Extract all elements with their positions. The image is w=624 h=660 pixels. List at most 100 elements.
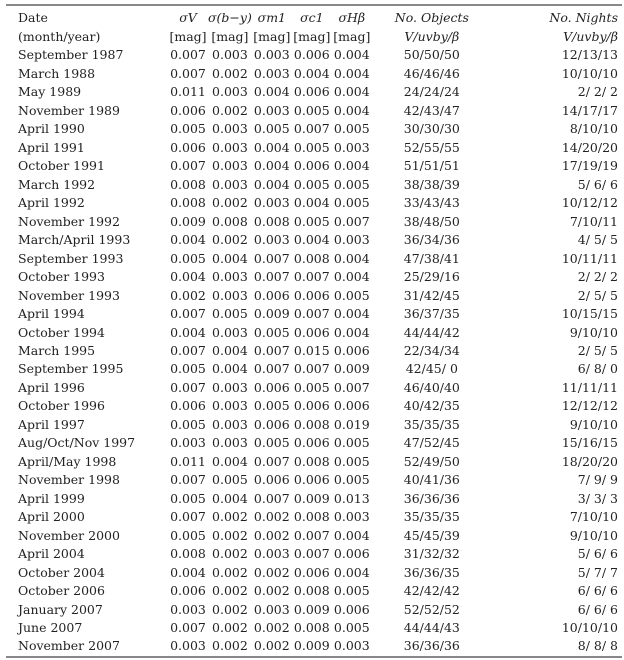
cell-sigma-c1: 0.007 <box>293 361 330 377</box>
bottom-rule <box>6 656 622 658</box>
cell-sigma-c1: 0.004 <box>293 232 330 248</box>
cell-sigma-hbeta: 0.003 <box>333 232 370 248</box>
cell-sigma-hbeta: 0.006 <box>333 601 370 617</box>
cell-sigma-m1: 0.002 <box>253 527 290 543</box>
cell-sigma-c1: 0.007 <box>293 269 330 285</box>
cell-date: April/May 1998 <box>18 453 117 469</box>
cell-sigma-v: 0.006 <box>170 102 206 118</box>
cell-sigma-m1: [mag] <box>253 29 291 44</box>
cell-date: October 1994 <box>18 324 105 340</box>
cell-sigma-m1: 0.003 <box>253 102 290 118</box>
cell-sigma-b-y: σ(b−y) <box>208 10 252 25</box>
table-row: October 1994 0.004 0.003 0.005 0.006 0.004 44/… <box>6 324 622 342</box>
cell-sigma-m1: 0.007 <box>253 269 290 285</box>
cell-no-nights: 6/ 6/ 6 <box>577 583 618 599</box>
table-row: March 1995 0.007 0.004 0.007 0.015 0.006 22/34… <box>6 342 622 360</box>
cell-no-nights: 5/ 6/ 6 <box>577 176 618 192</box>
cell-sigma-hbeta: 0.004 <box>333 102 370 118</box>
cell-sigma-hbeta: 0.003 <box>333 139 370 155</box>
cell-sigma-b-y: 0.002 <box>212 638 248 654</box>
cell-no-objects: No. Objects <box>394 10 469 25</box>
cell-no-nights: 9/10/10 <box>569 416 618 432</box>
cell-no-objects: 33/43/43 <box>403 195 460 211</box>
cell-sigma-v: 0.006 <box>170 139 206 155</box>
cell-sigma-v: 0.007 <box>170 158 206 174</box>
cell-sigma-c1: 0.004 <box>293 195 330 211</box>
cell-sigma-v: σV <box>179 10 197 25</box>
cell-sigma-c1: [mag] <box>293 29 331 44</box>
cell-no-nights: 3/ 3/ 3 <box>577 490 618 506</box>
cell-no-nights: No. Nights <box>549 10 618 25</box>
table-row: March/April 1993 0.004 0.002 0.003 0.004 0.00… <box>6 231 622 249</box>
cell-sigma-m1: 0.008 <box>253 213 290 229</box>
cell-no-nights: 2/ 2/ 2 <box>577 269 618 285</box>
cell-no-objects: 24/24/24 <box>403 84 460 100</box>
cell-sigma-c1: 0.006 <box>293 435 330 451</box>
table-row: September 1995 0.005 0.004 0.007 0.007 0.009 4… <box>6 360 622 378</box>
cell-sigma-hbeta: 0.019 <box>333 416 370 432</box>
cell-sigma-v: 0.005 <box>170 250 206 266</box>
cell-sigma-v: 0.011 <box>170 84 206 100</box>
cell-no-objects: 47/52/45 <box>403 435 460 451</box>
table-row: April 2004 0.008 0.002 0.003 0.007 0.006 31/32… <box>6 545 622 563</box>
cell-sigma-c1: 0.005 <box>293 176 330 192</box>
cell-no-objects: 40/42/35 <box>403 398 460 414</box>
cell-sigma-v: 0.005 <box>170 416 206 432</box>
cell-sigma-m1: 0.003 <box>253 65 290 81</box>
cell-no-objects: 38/48/50 <box>403 213 460 229</box>
cell-sigma-m1: 0.005 <box>253 121 290 137</box>
cell-no-nights: 2/ 2/ 2 <box>577 84 618 100</box>
cell-sigma-m1: 0.007 <box>253 361 290 377</box>
cell-sigma-m1: 0.004 <box>253 84 290 100</box>
cell-sigma-hbeta: σHβ <box>338 10 366 25</box>
cell-sigma-b-y: 0.005 <box>212 472 248 488</box>
cell-no-objects: 35/35/35 <box>403 509 460 525</box>
cell-sigma-m1: 0.007 <box>253 342 290 358</box>
cell-date: October 2006 <box>18 583 105 599</box>
cell-sigma-b-y: 0.003 <box>212 139 248 155</box>
table-row: Aug/Oct/Nov 1997 0.003 0.003 0.005 0.006 0.00… <box>6 434 622 452</box>
table-row: October 1993 0.004 0.003 0.007 0.007 0.004 25/… <box>6 268 622 286</box>
cell-no-nights: 17/19/19 <box>561 158 618 174</box>
cell-sigma-hbeta: 0.004 <box>333 65 370 81</box>
cell-sigma-v: 0.002 <box>170 287 206 303</box>
cell-no-objects: 46/46/46 <box>403 65 460 81</box>
cell-date: September 1993 <box>18 250 124 266</box>
cell-sigma-b-y: 0.003 <box>212 176 248 192</box>
cell-sigma-v: 0.007 <box>170 472 206 488</box>
cell-no-objects: 36/34/36 <box>403 232 460 248</box>
cell-sigma-hbeta: 0.005 <box>333 453 370 469</box>
cell-sigma-v: 0.007 <box>170 342 206 358</box>
cell-no-objects: 44/44/42 <box>403 324 460 340</box>
table-row: April 1999 0.005 0.004 0.007 0.009 0.013 36/36… <box>6 490 622 508</box>
cell-no-objects: 22/34/34 <box>403 342 460 358</box>
cell-no-objects: 36/37/35 <box>403 306 460 322</box>
table-row: November 2000 0.005 0.002 0.002 0.007 0.004 45… <box>6 527 622 545</box>
cell-date: April 2004 <box>18 546 85 562</box>
cell-sigma-b-y: 0.003 <box>212 158 248 174</box>
cell-date: April 1994 <box>18 306 85 322</box>
cell-sigma-c1: 0.007 <box>293 121 330 137</box>
cell-no-nights: 4/ 5/ 5 <box>577 232 618 248</box>
cell-no-nights: 18/20/20 <box>561 453 618 469</box>
cell-sigma-v: 0.003 <box>170 638 206 654</box>
cell-no-nights: 9/10/10 <box>569 324 618 340</box>
cell-sigma-m1: 0.007 <box>253 490 290 506</box>
cell-sigma-b-y: 0.003 <box>212 84 248 100</box>
table-row: November 1993 0.002 0.003 0.006 0.006 0.005 31… <box>6 287 622 305</box>
cell-no-nights: 8/ 8/ 8 <box>577 638 618 654</box>
cell-sigma-v: 0.009 <box>170 213 206 229</box>
cell-sigma-b-y: 0.002 <box>212 601 248 617</box>
cell-sigma-hbeta: 0.004 <box>333 269 370 285</box>
cell-sigma-hbeta: 0.007 <box>333 213 370 229</box>
cell-no-nights: 7/10/10 <box>569 509 618 525</box>
cell-date: October 1993 <box>18 269 105 285</box>
cell-date: May 1989 <box>18 84 82 100</box>
table-row: October 2004 0.004 0.002 0.002 0.006 0.004 36/… <box>6 564 622 582</box>
cell-sigma-v: 0.006 <box>170 398 206 414</box>
cell-sigma-m1: 0.004 <box>253 176 290 192</box>
top-rule <box>6 4 622 6</box>
cell-date: March 1995 <box>18 342 96 358</box>
cell-sigma-v: 0.005 <box>170 527 206 543</box>
cell-sigma-m1: 0.005 <box>253 324 290 340</box>
